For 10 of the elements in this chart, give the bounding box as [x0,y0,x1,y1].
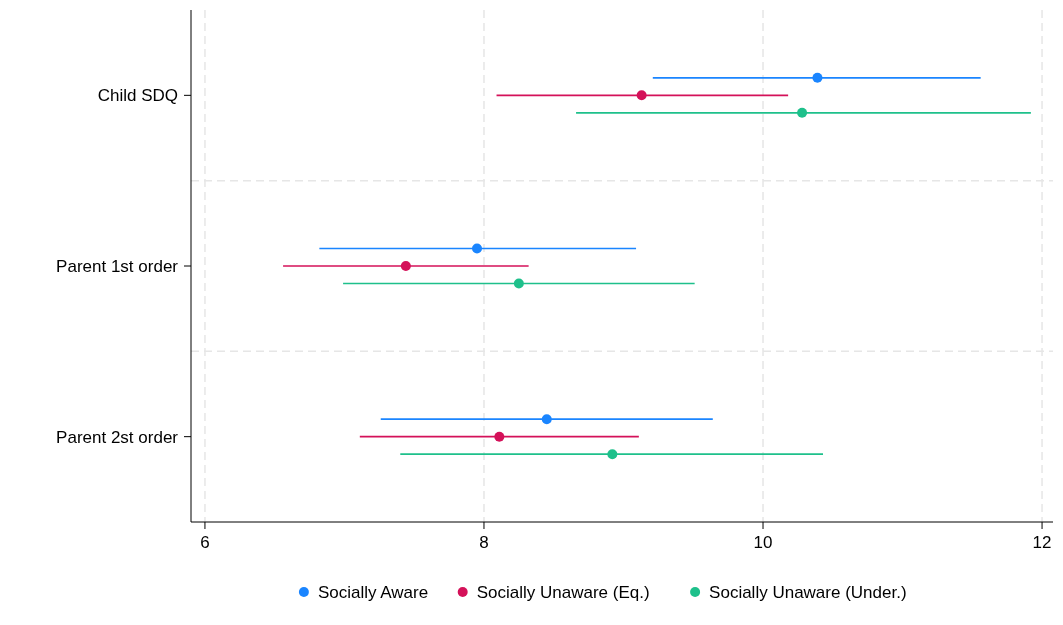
y-tick-label: Child SDQ [97,86,178,106]
legend-label: Socially Aware [317,583,429,602]
legend-label: Socially Unaware (Eq.) [476,583,650,602]
x-tick-label: 12 [1032,533,1052,552]
legend-label: Socially Unaware (Under.) [709,583,907,602]
x-tick-label: 8 [479,533,489,552]
y-tick-label: Parent 2st order [56,427,179,447]
x-tick-label: 6 [200,533,210,552]
y-tick-label: Parent 1st order [56,257,179,276]
x-tick-label: 10 [753,533,773,552]
